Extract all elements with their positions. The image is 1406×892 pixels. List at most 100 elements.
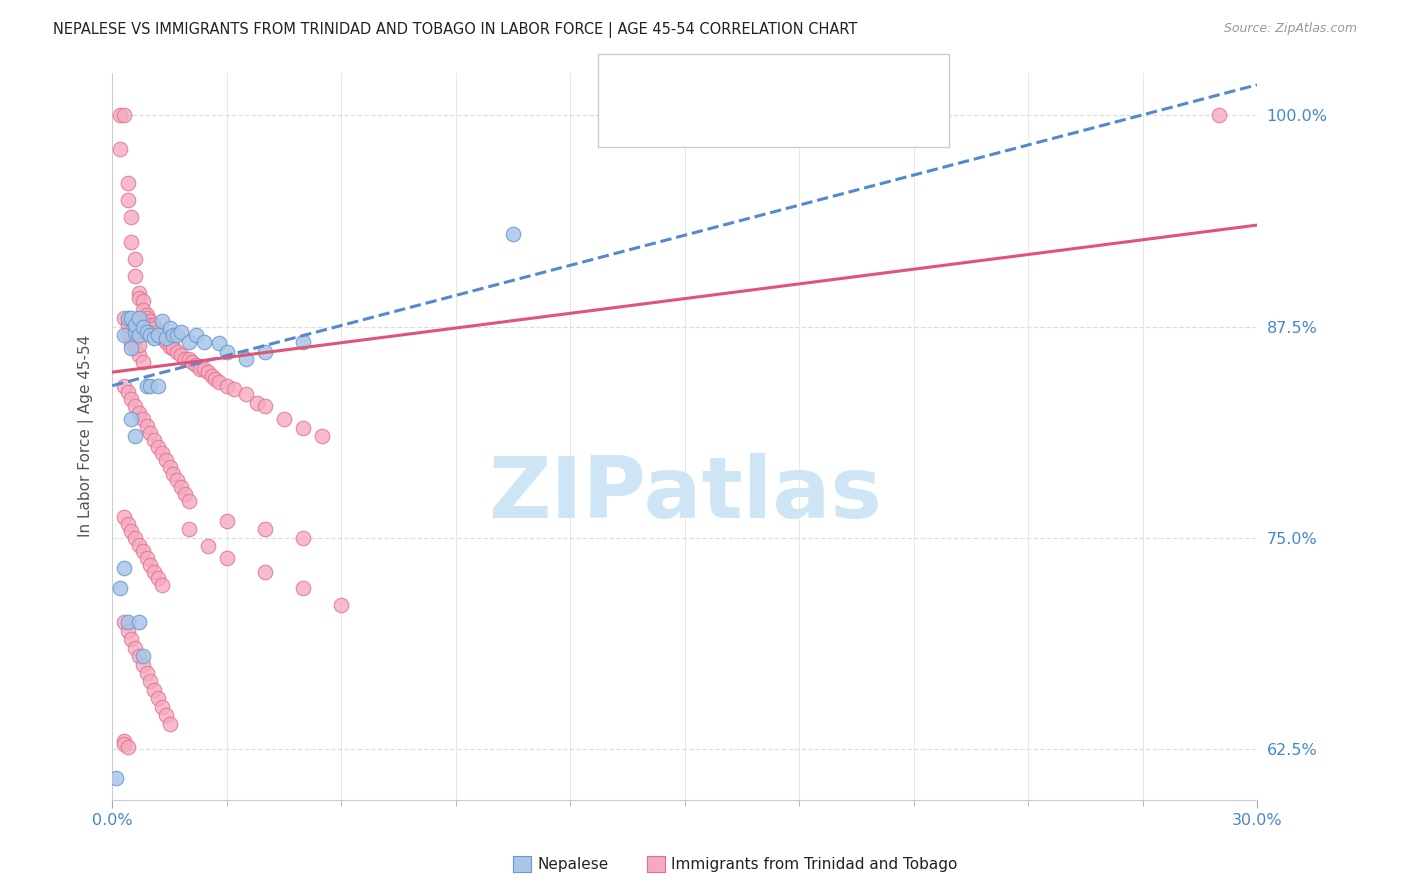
Point: [204, 372, 226, 386]
Point: [135, 419, 157, 434]
Text: Nepalese: Nepalese: [537, 857, 609, 871]
Point: [124, 531, 146, 545]
Point: [120, 632, 142, 647]
Point: [120, 392, 142, 407]
Point: [200, 368, 222, 383]
Point: [139, 314, 162, 328]
Point: [139, 558, 162, 572]
Point: [246, 395, 269, 409]
Point: [135, 325, 157, 339]
Point: [143, 433, 166, 447]
Point: [128, 285, 150, 300]
Point: [215, 378, 238, 392]
Point: [170, 325, 193, 339]
Point: [132, 544, 155, 558]
Point: [1208, 108, 1230, 122]
Point: [224, 382, 246, 396]
Point: [120, 210, 142, 224]
Point: [128, 291, 150, 305]
Point: [253, 522, 276, 536]
Point: [146, 378, 169, 392]
Point: [132, 355, 155, 369]
Point: [177, 493, 200, 508]
Point: [159, 459, 181, 474]
Point: [253, 399, 276, 413]
Point: [150, 578, 173, 592]
Point: [159, 340, 181, 354]
Point: [193, 361, 215, 376]
Point: [235, 351, 257, 366]
Point: [181, 355, 204, 369]
Point: [502, 227, 524, 241]
Point: [120, 342, 142, 356]
Point: [124, 429, 146, 443]
Point: [112, 328, 135, 343]
Point: [128, 537, 150, 551]
Point: [112, 510, 135, 524]
Point: [155, 331, 177, 345]
Point: [166, 473, 188, 487]
Point: [235, 387, 257, 401]
Point: [143, 318, 166, 332]
Point: [197, 365, 219, 379]
Point: [150, 446, 173, 460]
Point: [135, 551, 157, 566]
Point: [135, 378, 157, 392]
Point: [117, 176, 139, 190]
Point: [159, 321, 181, 335]
Point: [108, 108, 131, 122]
Point: [108, 142, 131, 156]
Point: [155, 453, 177, 467]
Point: [143, 682, 166, 697]
Point: [139, 425, 162, 440]
Point: [166, 344, 188, 359]
Point: [124, 640, 146, 655]
Point: [117, 385, 139, 400]
Point: [292, 582, 315, 596]
Point: [128, 338, 150, 352]
Point: [208, 376, 231, 390]
Point: [128, 311, 150, 326]
Point: [311, 429, 333, 443]
Point: [112, 561, 135, 575]
Point: [128, 348, 150, 362]
Point: [128, 406, 150, 420]
Point: [188, 361, 211, 376]
Point: [143, 565, 166, 579]
Point: [132, 657, 155, 672]
Point: [117, 311, 139, 326]
Text: Source: ZipAtlas.com: Source: ZipAtlas.com: [1223, 22, 1357, 36]
Point: [105, 771, 128, 785]
Point: [139, 674, 162, 689]
Point: [155, 708, 177, 723]
Point: [215, 514, 238, 528]
Point: [124, 331, 146, 345]
Point: [112, 615, 135, 630]
Point: [150, 314, 173, 328]
Point: [120, 524, 142, 538]
Point: [155, 334, 177, 349]
Point: [117, 740, 139, 755]
Point: [292, 334, 315, 349]
Point: [128, 649, 150, 664]
Point: [173, 351, 195, 366]
Point: [120, 336, 142, 351]
Text: ZIPatlas: ZIPatlas: [488, 453, 882, 536]
Point: [139, 318, 162, 332]
Point: [162, 342, 184, 356]
Y-axis label: In Labor Force | Age 45-54: In Labor Force | Age 45-54: [79, 335, 94, 538]
Point: [124, 318, 146, 332]
Point: [177, 522, 200, 536]
Point: [112, 737, 135, 751]
Point: [146, 328, 169, 343]
Point: [120, 311, 142, 326]
Point: [146, 325, 169, 339]
Point: [186, 328, 208, 343]
Point: [112, 733, 135, 747]
Point: [146, 328, 169, 343]
Point: [159, 336, 181, 351]
Point: [112, 378, 135, 392]
Point: [208, 336, 231, 351]
Point: [150, 328, 173, 343]
Point: [117, 328, 139, 343]
